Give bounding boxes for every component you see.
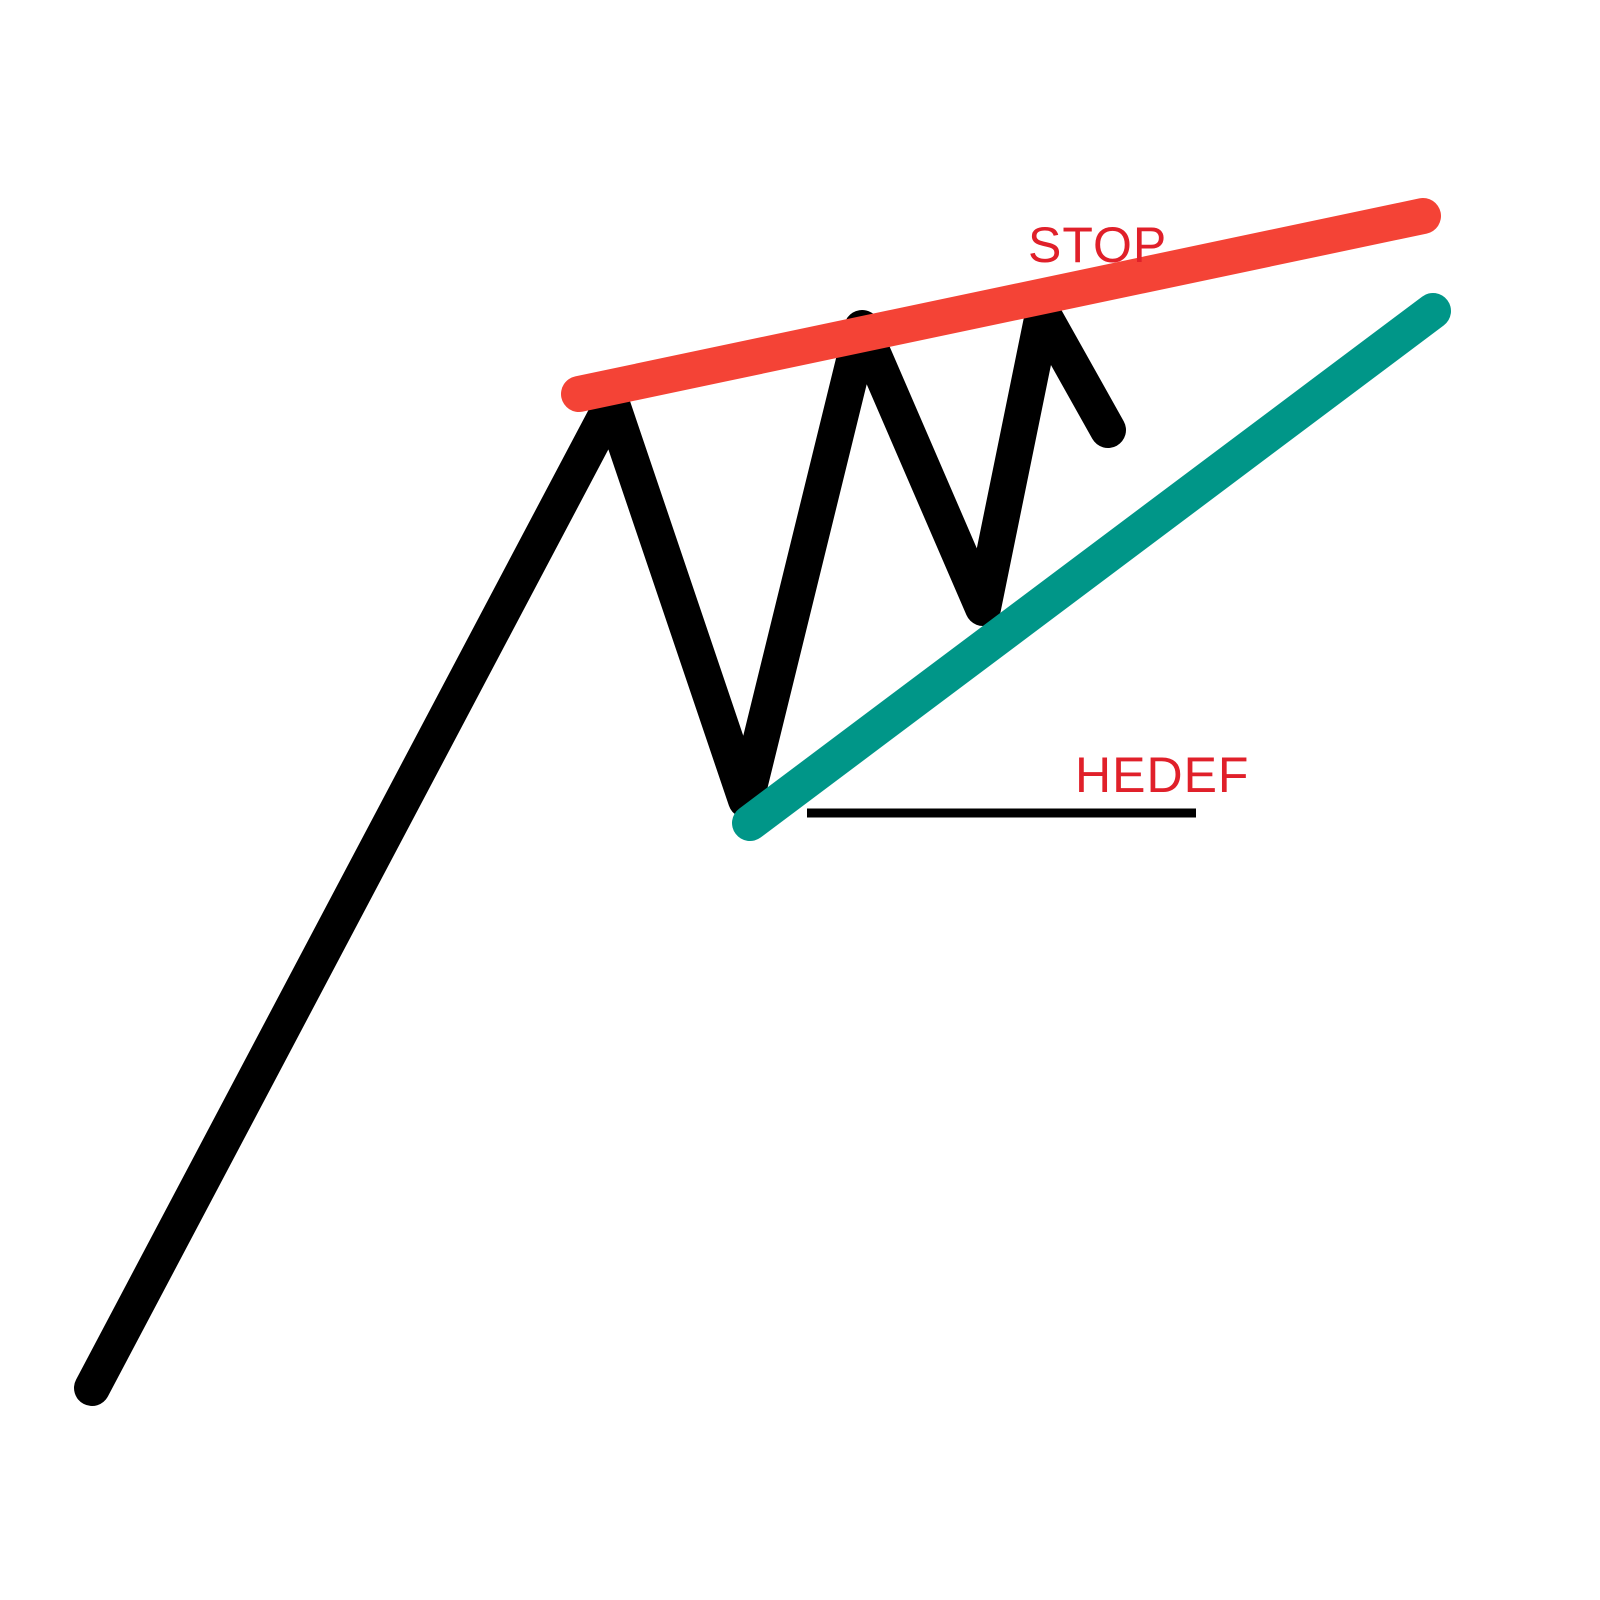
price-path-line (74, 296, 1126, 1406)
resistance-trendline (561, 198, 1441, 412)
stop-label: STOP (1028, 217, 1167, 273)
target-label: HEDEF (1075, 747, 1249, 803)
support-trendline (732, 293, 1451, 841)
